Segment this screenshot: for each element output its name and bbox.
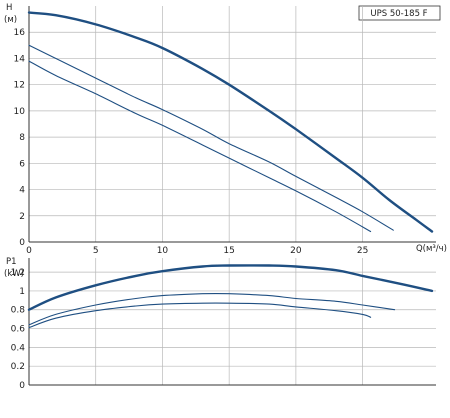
x-tick-label: 5 [93,246,99,256]
head-y-tick-label: 8 [19,133,25,143]
x-tick-label: 15 [223,246,234,256]
y-axis-symbol-head: H [6,3,12,13]
power-y-tick-label: 0.4 [11,343,26,353]
x-tick-label: 20 [290,246,302,256]
power-curve-2 [28,292,396,326]
power-curve-1 [27,264,434,311]
head-chart-panel: UPS 50-185 F H (м) Q(м³/ч) 0 2 4 6 8 10 12 14 16… [4,3,447,256]
head-y-tick-label: 12 [14,81,25,91]
power-y-tick-label: 0.6 [11,325,26,335]
x-tick-label: 25 [357,246,368,256]
head-y-tick-label: 16 [14,28,26,38]
head-curve-1 [27,11,434,233]
x-tick-label: 10 [157,246,169,256]
power-y-tick-label: 1 [19,287,25,297]
power-y-tick-label: 0 [19,381,25,391]
x-tick-label: 0 [26,246,32,256]
y-axis-unit-power: (kW) [4,269,24,279]
power-y-tick-label: 1.2 [11,268,25,278]
head-curve-2 [28,44,394,231]
chart-title-box [358,5,441,21]
power-y-tick-label: 0.8 [11,306,26,316]
head-y-tick-label: 10 [14,107,26,117]
power-chart-panel: P1 (kW) 0 0.2 0.4 0.6 0.8 1 1.2 [4,257,436,391]
head-y-tick-label: 2 [19,212,25,222]
head-curve-3 [28,60,372,233]
chart-title: UPS 50-185 F [370,9,427,19]
y-axis-symbol-power: P1 [6,257,17,267]
power-y-tick-label: 0.2 [11,362,25,372]
head-y-tick-label: 6 [19,159,25,169]
head-y-tick-label: 0 [19,238,25,248]
x-axis-label: Q(м³/ч) [416,244,447,254]
head-y-tick-label: 14 [14,54,26,64]
y-axis-unit-head: (м) [4,15,17,25]
power-curve-3 [28,302,372,329]
head-y-tick-label: 4 [19,186,25,196]
